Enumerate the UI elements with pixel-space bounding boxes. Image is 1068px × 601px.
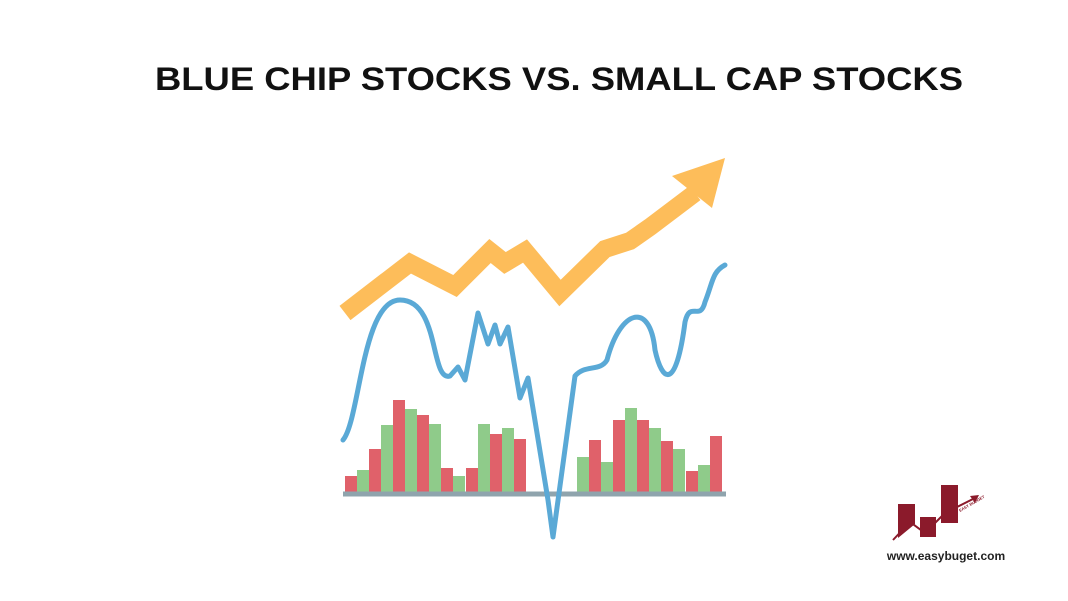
arrow-head	[672, 158, 725, 208]
trend-arrow	[339, 185, 701, 321]
price-line	[340, 262, 728, 540]
title: BLUE CHIP STOCKS VS. SMALL CAP STOCKS	[155, 61, 963, 97]
logo: EASY BUDGET www.easybuget.com	[886, 485, 1005, 563]
bars	[345, 400, 722, 493]
illustration	[339, 158, 728, 540]
website: www.easybuget.com	[886, 549, 1005, 563]
